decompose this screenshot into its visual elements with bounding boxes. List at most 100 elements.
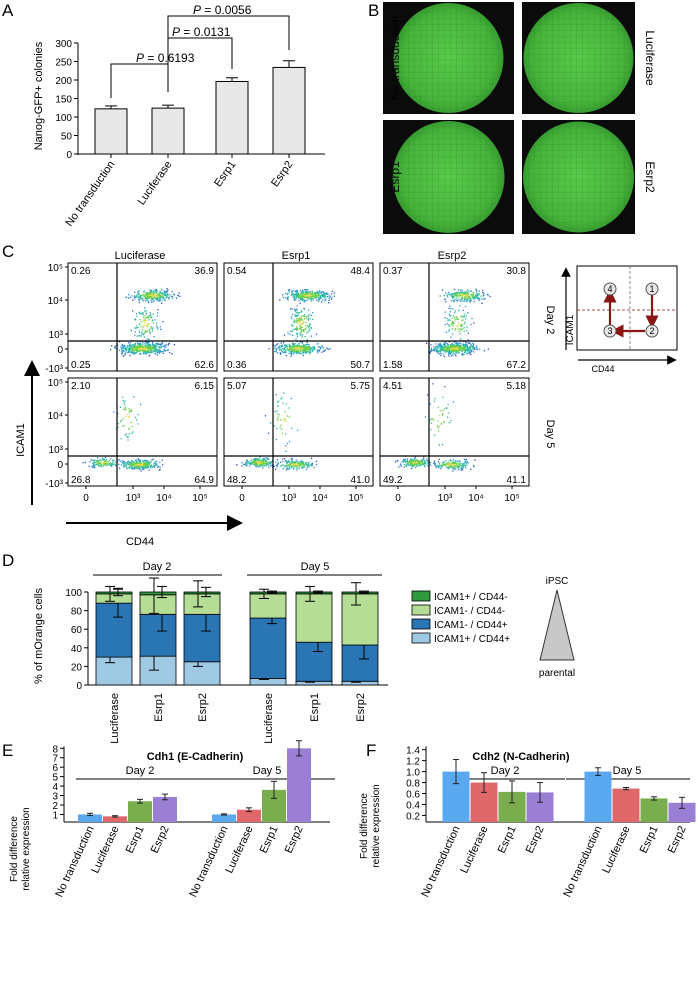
panelF-bar	[612, 788, 640, 822]
stacked-segment	[295, 641, 333, 682]
p-value-text: P = 0.6193	[136, 51, 195, 65]
panel-a-x-tick-label: No transduction	[63, 159, 117, 229]
panel-a-bar	[151, 107, 185, 155]
x-tick-label: 10⁴	[312, 493, 327, 504]
stacked-segment	[183, 613, 221, 663]
panel-c-y-axis-label: ICAM1	[15, 423, 27, 457]
legend-label: ICAM1- / CD44+	[434, 620, 508, 631]
panel-d-y-tick-label: 100	[65, 588, 82, 599]
panel-e-y-label-1: Fold difference	[9, 816, 20, 882]
svg-text:3: 3	[607, 326, 612, 336]
panel-a-y-tick-label: 150	[55, 95, 72, 106]
legend-swatch	[411, 618, 431, 630]
panel-d-y-tick-label: 60	[71, 625, 83, 636]
panelF-x-tick-label: Esrp2	[666, 824, 689, 855]
stacked-segment	[183, 591, 221, 595]
panelF-y-tick-label: 0.8	[406, 779, 420, 790]
panelF-bar	[668, 802, 696, 822]
legend-swatch	[411, 604, 431, 616]
panel-b-well-images: No transduction Luciferase Esrp1 Esrp2	[383, 2, 657, 234]
stacked-segment	[95, 591, 133, 595]
panelE-y-tick-label: 4	[52, 782, 58, 793]
stacked-segment	[341, 593, 379, 646]
quadrant-value-ul: 5.07	[227, 381, 247, 392]
panelE-bar	[153, 796, 177, 822]
quadrant-value-ll: 48.2	[227, 475, 247, 486]
svg-text:2: 2	[649, 326, 654, 336]
stacked-segment	[139, 591, 177, 596]
panelE-bar	[237, 809, 261, 822]
panelE-bar	[103, 816, 127, 822]
panelF-y-tick-label: 1.4	[406, 746, 420, 757]
quadrant-value-ul: 0.54	[227, 266, 247, 277]
panel-a-y-tick-label: 50	[61, 132, 73, 143]
panel-d-day5-label: Day 5	[301, 561, 330, 573]
y-tick-label: -10³	[45, 364, 63, 375]
quadrant-value-lr: 62.6	[195, 360, 215, 371]
panel-d-y-tick-label: 20	[71, 662, 83, 673]
quadrant-value-ll: 0.36	[227, 360, 247, 371]
significance-bracket	[110, 63, 169, 98]
quadrant-value-lr: 50.7	[351, 360, 371, 371]
panel-e-day5-label: Day 5	[253, 765, 282, 777]
well-label: Esrp1	[388, 161, 402, 193]
quadrant-value-ur: 5.18	[507, 381, 527, 392]
panelE-y-tick-label: 1	[52, 810, 58, 821]
legend-label: ICAM1- / CD44-	[434, 606, 505, 617]
schematic-node-1: 1	[645, 282, 659, 296]
panel-f-bar-chart: Cdh2 (N-Cadherin) Fold difference relati…	[359, 746, 696, 899]
schematic-x-label: CD44	[591, 364, 614, 374]
schematic-y-label: ICAM1	[565, 314, 576, 345]
panelE-x-tick-label: No transduction	[53, 824, 96, 899]
panelE-x-tick-label: Esrp1	[258, 824, 281, 855]
schematic-frame	[576, 265, 678, 351]
flow-plot: 5.07 5.75 48.2 41.0 0 10³ 10⁴ 10⁵	[223, 377, 374, 504]
panelF-x-tick-label: Luciferase	[458, 824, 490, 875]
panel-f-y-label-2: relative expression	[371, 784, 382, 867]
y-tick-label: 10⁵	[48, 263, 63, 274]
differentiation-triangle	[539, 589, 575, 661]
y-tick-label: 10⁴	[48, 411, 63, 422]
x-tick-label: 10⁵	[504, 493, 519, 504]
panel-a-y-tick-label: 250	[55, 58, 72, 69]
stacked-segment	[183, 661, 221, 686]
well-grid-texture	[392, 121, 505, 233]
flow-plot-frame	[223, 262, 374, 372]
well-grid-texture	[393, 3, 504, 113]
well-grid-texture	[523, 3, 634, 113]
panel-d-x-tick-label: Luciferase	[263, 693, 275, 744]
panel-f-day2-label: Day 2	[491, 765, 520, 777]
significance-bracket	[167, 15, 290, 56]
panelE-x-tick-label: No transduction	[187, 824, 230, 899]
panelF-x-tick-label: Esrp1	[638, 824, 661, 855]
panel-a-x-tick-label: Esrp1	[212, 159, 238, 189]
panel-letter-e: E	[2, 741, 13, 760]
panel-a-y-tick-label: 100	[55, 113, 72, 124]
panel-a-x-tick-label: Luciferase	[136, 159, 175, 207]
panelE-y-tick-label: 6	[52, 763, 58, 774]
flow-plot: 2.10 6.15 26.8 64.9 10⁵ 10⁴ 10³ 0 -10³ 0 10³ 10⁴ 10⁵	[45, 377, 218, 504]
stacked-segment	[249, 617, 287, 679]
x-tick-label: 0	[83, 493, 89, 504]
flow-plot: 0.26 36.9 0.25 62.6 10⁵ 10⁴ 10³ 0 -10³	[45, 262, 218, 375]
panelF-y-tick-label: 1.0	[406, 768, 420, 779]
flow-plot-frame	[379, 377, 530, 487]
p-value-label-2: P = 0.0131	[172, 25, 231, 39]
x-tick-label: 10³	[438, 493, 453, 504]
panel-c-x-axis-label: CD44	[126, 536, 154, 548]
panel-d-x-tick-label: Esrp2	[355, 693, 367, 722]
p-value-label-1: P = 0.6193	[136, 51, 195, 65]
well-label: Luciferase	[643, 30, 657, 86]
panelE-y-tick-label: 3	[52, 792, 58, 803]
flow-plot-frame	[379, 262, 530, 372]
x-tick-label: 0	[239, 493, 245, 504]
quadrant-value-ll: 26.8	[71, 475, 91, 486]
panel-c-row-label-day2: Day 2	[544, 306, 556, 335]
quadrant-value-ur: 36.9	[195, 266, 215, 277]
panel-d-legend: ICAM1+ / CD44- ICAM1- / CD44- ICAM1- / CD4…	[411, 590, 510, 645]
panel-a-y-axis-label: Nanog-GFP+ colonies	[33, 41, 45, 150]
well-label: No transduction	[388, 16, 402, 100]
event-dots	[82, 396, 164, 472]
y-tick-label: 0	[57, 345, 63, 356]
